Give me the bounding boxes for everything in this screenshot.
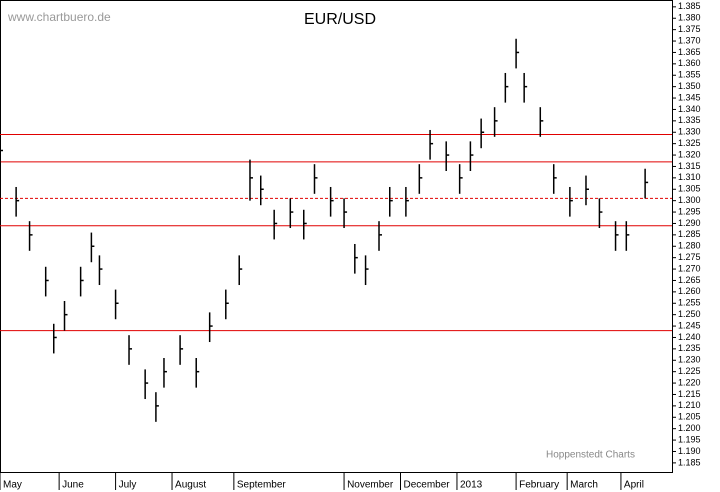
y-tick-label: 1.275 (678, 252, 701, 262)
x-tick-label: December (404, 480, 451, 491)
y-tick-label: 1.235 (678, 343, 701, 353)
y-tick-label: 1.385 (678, 1, 701, 11)
y-tick-label: 1.190 (678, 446, 701, 456)
y-tick-label: 1.300 (678, 195, 701, 205)
y-tick-label: 1.250 (678, 309, 701, 319)
plot-frame (0, 0, 673, 473)
y-tick-label: 1.255 (678, 298, 701, 308)
y-tick-label: 1.355 (678, 70, 701, 80)
y-tick-label: 1.265 (678, 275, 701, 285)
y-tick-label: 1.205 (678, 412, 701, 422)
y-tick-label: 1.285 (678, 229, 701, 239)
y-tick-label: 1.260 (678, 286, 701, 296)
y-tick-label: 1.335 (678, 115, 701, 125)
x-tick-label: 2013 (460, 480, 483, 491)
y-tick-label: 1.225 (678, 366, 701, 376)
y-tick-label: 1.330 (678, 127, 701, 137)
y-tick-label: 1.320 (678, 149, 701, 159)
y-tick-label: 1.375 (678, 24, 701, 34)
y-tick-label: 1.185 (678, 457, 701, 467)
x-tick-label: June (62, 480, 84, 491)
source: www.chartbuero.de (7, 10, 111, 24)
y-tick-label: 1.245 (678, 320, 701, 330)
y-tick-label: 1.360 (678, 58, 701, 68)
y-tick-label: 1.350 (678, 81, 701, 91)
x-tick-label: August (175, 480, 206, 491)
x-tick-label: November (347, 480, 394, 491)
credit: Hoppenstedt Charts (546, 450, 635, 461)
y-tick-label: 1.340 (678, 104, 701, 114)
y-tick-label: 1.220 (678, 377, 701, 387)
y-tick-label: 1.215 (678, 389, 701, 399)
y-tick-label: 1.195 (678, 434, 701, 444)
y-tick-label: 1.230 (678, 355, 701, 365)
y-tick-label: 1.270 (678, 263, 701, 273)
y-tick-label: 1.240 (678, 332, 701, 342)
chart-title: EUR/USD (304, 11, 376, 28)
y-tick-label: 1.315 (678, 161, 701, 171)
x-tick-label: July (119, 480, 137, 491)
x-tick-label: February (519, 480, 559, 491)
y-tick-label: 1.325 (678, 138, 701, 148)
y-tick-label: 1.295 (678, 206, 701, 216)
x-tick-label: May (3, 480, 22, 491)
y-tick-label: 1.310 (678, 172, 701, 182)
y-tick-label: 1.210 (678, 400, 701, 410)
y-tick-label: 1.345 (678, 92, 701, 102)
y-tick-label: 1.365 (678, 47, 701, 57)
x-tick-label: April (624, 480, 644, 491)
y-tick-label: 1.380 (678, 13, 701, 23)
y-tick-label: 1.200 (678, 423, 701, 433)
y-tick-label: 1.370 (678, 35, 701, 45)
x-tick-label: March (570, 480, 598, 491)
y-tick-label: 1.305 (678, 184, 701, 194)
x-tick-label: September (237, 480, 287, 491)
y-tick-label: 1.280 (678, 241, 701, 251)
y-tick-label: 1.290 (678, 218, 701, 228)
